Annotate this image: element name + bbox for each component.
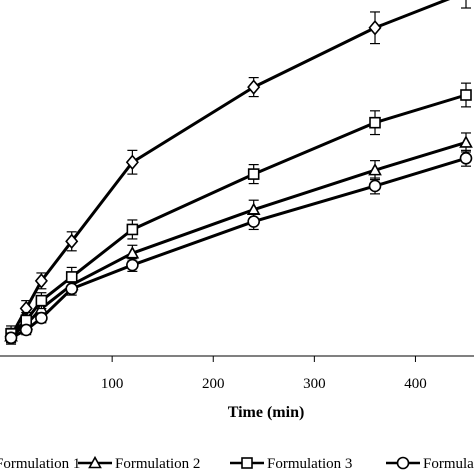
data-point xyxy=(369,116,381,129)
data-point xyxy=(19,323,33,337)
legend-marker xyxy=(396,456,410,470)
series-line xyxy=(10,156,467,340)
data-point xyxy=(125,154,139,170)
data-point xyxy=(459,135,473,148)
series-4 xyxy=(4,149,473,345)
legend-marker xyxy=(241,457,253,469)
data-point xyxy=(368,20,382,36)
data-point xyxy=(368,179,382,193)
series-3 xyxy=(5,82,472,343)
data-point xyxy=(125,246,140,259)
data-point xyxy=(247,79,261,95)
data-point xyxy=(247,215,260,228)
data-point xyxy=(247,168,260,180)
data-point xyxy=(368,162,382,176)
x-ticks: 100 200 300 400 xyxy=(101,356,427,392)
legend-label: Formulation 3 xyxy=(267,456,352,472)
data-point xyxy=(35,311,48,325)
data-point xyxy=(4,331,18,345)
series-line xyxy=(10,141,467,338)
x-tick-label: 100 xyxy=(101,376,124,392)
legend-marker xyxy=(88,455,102,469)
legend-item: Formulation 1 xyxy=(0,456,80,472)
x-axis-title: Time (min) xyxy=(228,404,305,421)
legend-label: Formulation 2 xyxy=(115,456,200,472)
x-tick-label: 300 xyxy=(303,376,326,392)
data-point xyxy=(460,89,472,101)
data-point xyxy=(65,282,79,296)
data-point xyxy=(459,151,473,165)
data-point xyxy=(35,294,48,307)
legend-label: Formulation 4 xyxy=(423,456,474,472)
plot-area xyxy=(4,0,473,345)
data-point xyxy=(126,223,139,236)
x-tick-label: 200 xyxy=(202,376,225,392)
x-tick-label: 400 xyxy=(404,376,427,392)
data-point xyxy=(65,233,79,250)
legend-item: Formulation 2 xyxy=(78,455,200,472)
data-point xyxy=(65,271,78,283)
data-point xyxy=(34,273,48,289)
data-point xyxy=(126,258,139,272)
legend-label: Formulation 1 xyxy=(0,456,80,472)
legend-item: Formulation 3 xyxy=(230,456,352,472)
legend-item: Formulation 4 xyxy=(386,456,474,472)
legend: Formulation 1 Formulation 2 Formulation 3 F… xyxy=(0,455,474,472)
